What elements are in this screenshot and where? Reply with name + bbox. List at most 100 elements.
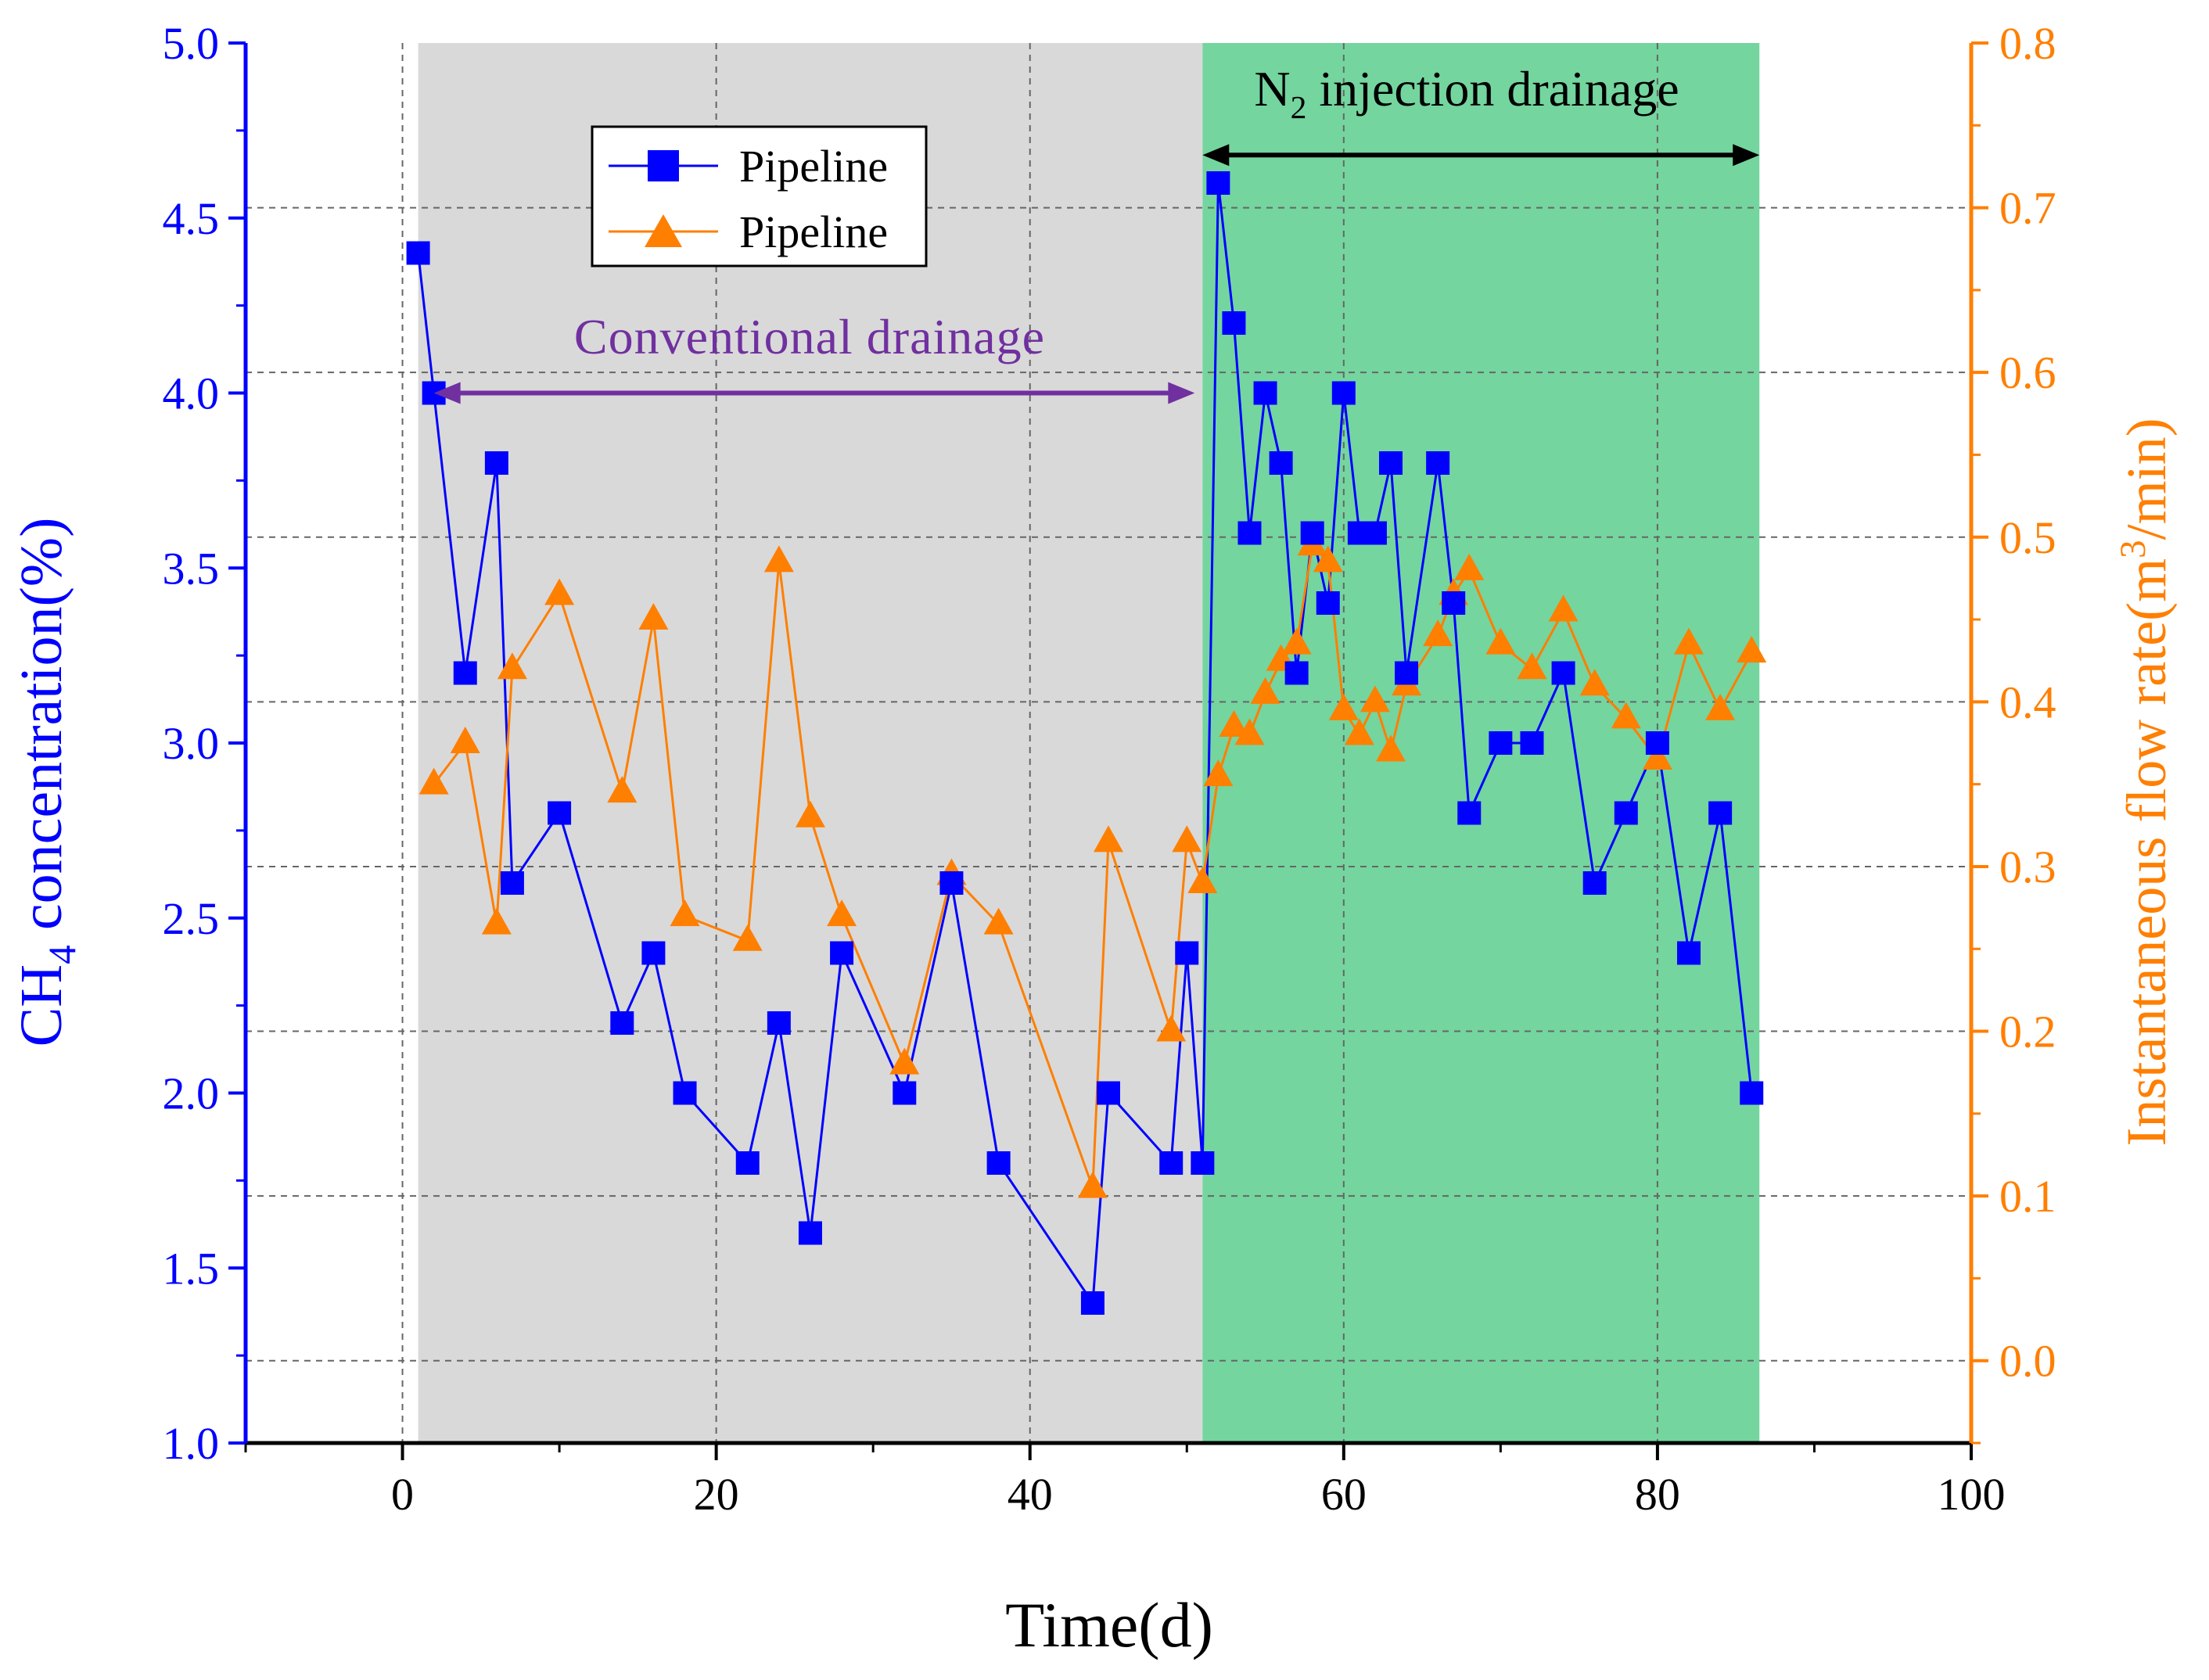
series-0-point-20 <box>1191 1151 1215 1175</box>
series-1-point-22 <box>1234 718 1265 745</box>
y-left-tick-label: 2.5 <box>163 893 220 944</box>
y-left-tick-label: 1.0 <box>163 1418 220 1469</box>
series-1-point-14 <box>983 907 1014 935</box>
series-1-point-6 <box>638 603 669 630</box>
series-0-point-22 <box>1222 311 1246 335</box>
series-0-point-40 <box>1582 871 1607 895</box>
series-1-point-35 <box>1454 553 1485 580</box>
y-right-tick-label: 0.2 <box>1999 1007 2056 1057</box>
series-1-point-27 <box>1313 545 1343 573</box>
series-1-point-2 <box>481 907 512 935</box>
x-tick-label: 0 <box>391 1469 414 1520</box>
series-0-point-8 <box>673 1081 697 1105</box>
series-0-point-21 <box>1206 171 1230 195</box>
n2-arrow-head-right <box>1733 144 1760 167</box>
conventional-drainage-label: Conventional drainage <box>574 309 1045 364</box>
series-0-point-28 <box>1316 591 1340 615</box>
series-1-point-36 <box>1485 627 1516 655</box>
y-left-tick-label: 2.0 <box>163 1068 220 1119</box>
series-1-point-28 <box>1328 693 1359 720</box>
series-0-point-9 <box>735 1151 760 1175</box>
y-left-tick-label: 1.5 <box>163 1243 220 1294</box>
series-1-point-4 <box>544 578 575 605</box>
y-right-tick-label: 0.8 <box>1999 18 2056 69</box>
series-0-point-3 <box>484 451 508 475</box>
series-1-point-37 <box>1517 652 1547 680</box>
y-left-tick-label: 4.0 <box>163 368 220 419</box>
series-1-point-11 <box>827 899 857 927</box>
conventional-arrow-head-right <box>1168 382 1195 404</box>
series-0-point-4 <box>500 871 524 895</box>
series-1-point-40 <box>1611 702 1641 729</box>
x-tick-label: 20 <box>694 1469 739 1520</box>
y-right-tick-label: 0.1 <box>1999 1171 2056 1222</box>
x-tick-label: 40 <box>1008 1469 1053 1520</box>
legend-marker-triangle <box>645 214 682 247</box>
y-right-tick-label: 0.4 <box>1999 677 2056 727</box>
series-1-point-15 <box>1077 1171 1108 1198</box>
series-1-point-44 <box>1737 636 1767 663</box>
legend-marker-square <box>648 150 679 181</box>
y-right-tick-label: 0.6 <box>1999 347 2056 398</box>
series-0-point-7 <box>641 941 666 965</box>
y-right-tick-label: 0.5 <box>1999 512 2056 563</box>
series-1-point-1 <box>450 727 480 753</box>
series-0-point-36 <box>1457 801 1482 825</box>
series-0-point-25 <box>1269 451 1293 475</box>
x-tick-label: 60 <box>1321 1469 1367 1520</box>
series-0-point-37 <box>1489 731 1513 755</box>
y-left-tick-label: 4.5 <box>163 193 220 244</box>
n2-injection-annotation: N2 injection drainage <box>1202 61 1760 167</box>
legend-label-1: Pipeline <box>739 141 888 192</box>
x-axis-label: Time(d) <box>1005 1589 1213 1660</box>
series-0-point-41 <box>1614 801 1638 825</box>
series-0-point-10 <box>767 1011 791 1035</box>
series-1-point-8 <box>732 924 763 951</box>
y-right-tick-label: 0.0 <box>1999 1336 2056 1387</box>
series-0-point-42 <box>1645 731 1669 755</box>
series-0-point-38 <box>1520 731 1544 755</box>
series-1-point-25 <box>1281 627 1312 655</box>
series-0-point-24 <box>1253 381 1277 405</box>
series-1-point-30 <box>1360 685 1390 713</box>
series-0-point-32 <box>1378 451 1403 475</box>
region-1 <box>1202 43 1760 1443</box>
series-0-point-0 <box>406 241 430 265</box>
legend-label-2: Pipeline <box>739 206 888 257</box>
n2-arrow-head-left <box>1202 144 1230 167</box>
series-0-point-2 <box>453 661 477 685</box>
series-1-point-9 <box>763 545 794 573</box>
series-0-point-16 <box>1080 1291 1104 1315</box>
region-0 <box>418 43 1203 1443</box>
series-1-point-3 <box>497 652 527 680</box>
series-0-point-11 <box>798 1221 822 1245</box>
series-0-point-39 <box>1551 661 1575 685</box>
series-0-point-5 <box>548 801 572 825</box>
series-1-point-38 <box>1548 594 1579 622</box>
axes: 0 20 40 60 80 100 1.0 1.5 2.0 2.5 3.0 3.5 4.0 4.5 5.0 0… <box>163 18 2056 1520</box>
series-0-point-23 <box>1237 521 1262 545</box>
series-1-point-39 <box>1579 669 1610 696</box>
series-1-point-41 <box>1642 743 1672 770</box>
series-0-line <box>417 182 1753 1307</box>
series-1-point-31 <box>1375 734 1406 762</box>
series-0-point-18 <box>1159 1151 1184 1175</box>
y-left-tick-label: 3.0 <box>163 718 220 769</box>
series-1-point-5 <box>607 776 638 803</box>
series-0-point-34 <box>1426 451 1450 475</box>
legend: Pipeline Pipeline <box>591 125 928 267</box>
series-1-point-16 <box>1094 825 1123 853</box>
series-0-point-33 <box>1395 661 1419 685</box>
series-0-point-19 <box>1175 941 1199 965</box>
series-0-point-29 <box>1331 381 1356 405</box>
series-1-point-43 <box>1705 693 1736 720</box>
series-1-point-23 <box>1250 677 1281 704</box>
series-1-point-12 <box>889 1047 920 1075</box>
y-right-tick-label: 0.7 <box>1999 183 2056 234</box>
series-0-point-45 <box>1740 1081 1764 1105</box>
y-left-tick-label: 3.5 <box>163 543 220 594</box>
x-tick-label: 100 <box>1938 1469 2006 1520</box>
series-1-point-10 <box>795 800 825 827</box>
series-0-point-27 <box>1300 521 1324 545</box>
